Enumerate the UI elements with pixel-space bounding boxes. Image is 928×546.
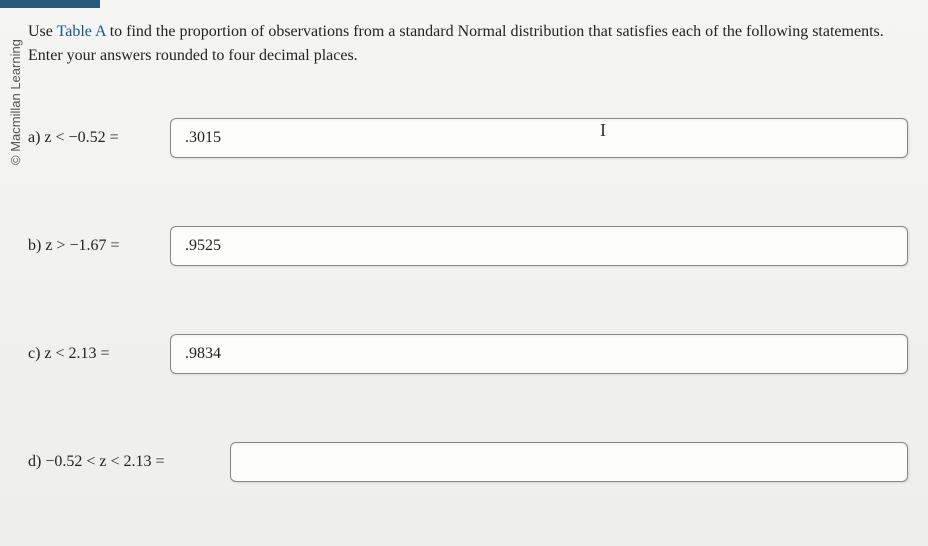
top-accent-bar	[0, 0, 100, 8]
question-c-input[interactable]	[170, 334, 908, 374]
question-c-label: c) z < 2.13 =	[28, 345, 158, 363]
question-a-input[interactable]	[170, 118, 908, 158]
table-a-link[interactable]: Table A	[57, 23, 106, 40]
question-b-row: b) z > −1.67 =	[28, 226, 908, 266]
question-d-input[interactable]	[230, 442, 908, 482]
question-d-row: d) −0.52 < z < 2.13 =	[28, 442, 908, 482]
question-c-row: c) z < 2.13 =	[28, 334, 908, 374]
question-b-label: b) z > −1.67 =	[28, 237, 158, 255]
instructions-suffix: to find the proportion of observations f…	[28, 23, 884, 64]
text-cursor-icon: I	[600, 120, 606, 141]
question-b-input[interactable]	[170, 226, 908, 266]
instructions-prefix: Use	[28, 23, 57, 40]
question-d-label: d) −0.52 < z < 2.13 =	[28, 453, 218, 471]
copyright-text: © Macmillan Learning	[8, 39, 23, 165]
question-a-label: a) z < −0.52 =	[28, 129, 158, 147]
question-a-row: a) z < −0.52 =	[28, 118, 908, 158]
instructions-text: Use Table A to find the proportion of ob…	[28, 20, 908, 68]
content-area: Use Table A to find the proportion of ob…	[0, 0, 928, 502]
